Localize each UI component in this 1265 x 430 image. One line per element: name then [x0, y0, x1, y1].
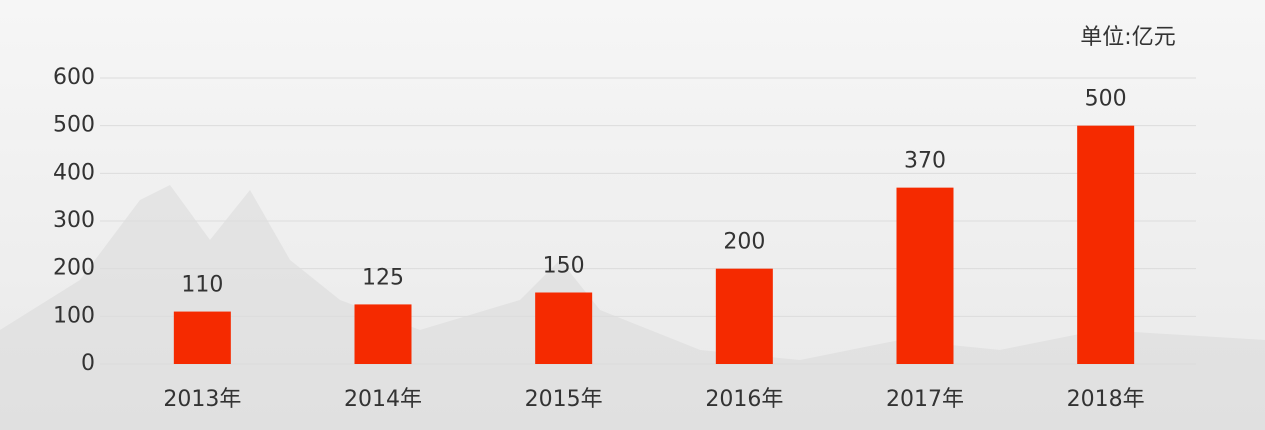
x-tick-label: 2015年 [525, 387, 603, 412]
y-tick-label: 0 [81, 351, 95, 376]
bar [896, 187, 954, 364]
bar [173, 311, 231, 364]
bar [535, 292, 593, 364]
y-tick-label: 200 [53, 256, 95, 281]
bar [715, 268, 773, 364]
data-label: 110 [181, 273, 223, 298]
mountain-texture [0, 185, 1265, 430]
x-tick-label: 2014年 [344, 387, 422, 412]
data-label: 370 [904, 149, 946, 174]
y-tick-label: 300 [53, 208, 95, 233]
data-label: 500 [1085, 87, 1127, 112]
data-label: 125 [362, 265, 404, 290]
x-tick-label: 2013年 [163, 387, 241, 412]
y-tick-label: 100 [53, 303, 95, 328]
data-label: 200 [723, 230, 765, 255]
unit-label: 单位:亿元 [1080, 25, 1175, 50]
bar [354, 304, 412, 364]
x-tick-label: 2017年 [886, 387, 964, 412]
y-tick-label: 500 [53, 113, 95, 138]
y-tick-label: 600 [53, 65, 95, 90]
y-tick-label: 400 [53, 160, 95, 185]
bar [1077, 125, 1135, 365]
x-tick-label: 2016年 [705, 387, 783, 412]
data-label: 150 [543, 254, 585, 279]
x-tick-label: 2018年 [1067, 387, 1145, 412]
